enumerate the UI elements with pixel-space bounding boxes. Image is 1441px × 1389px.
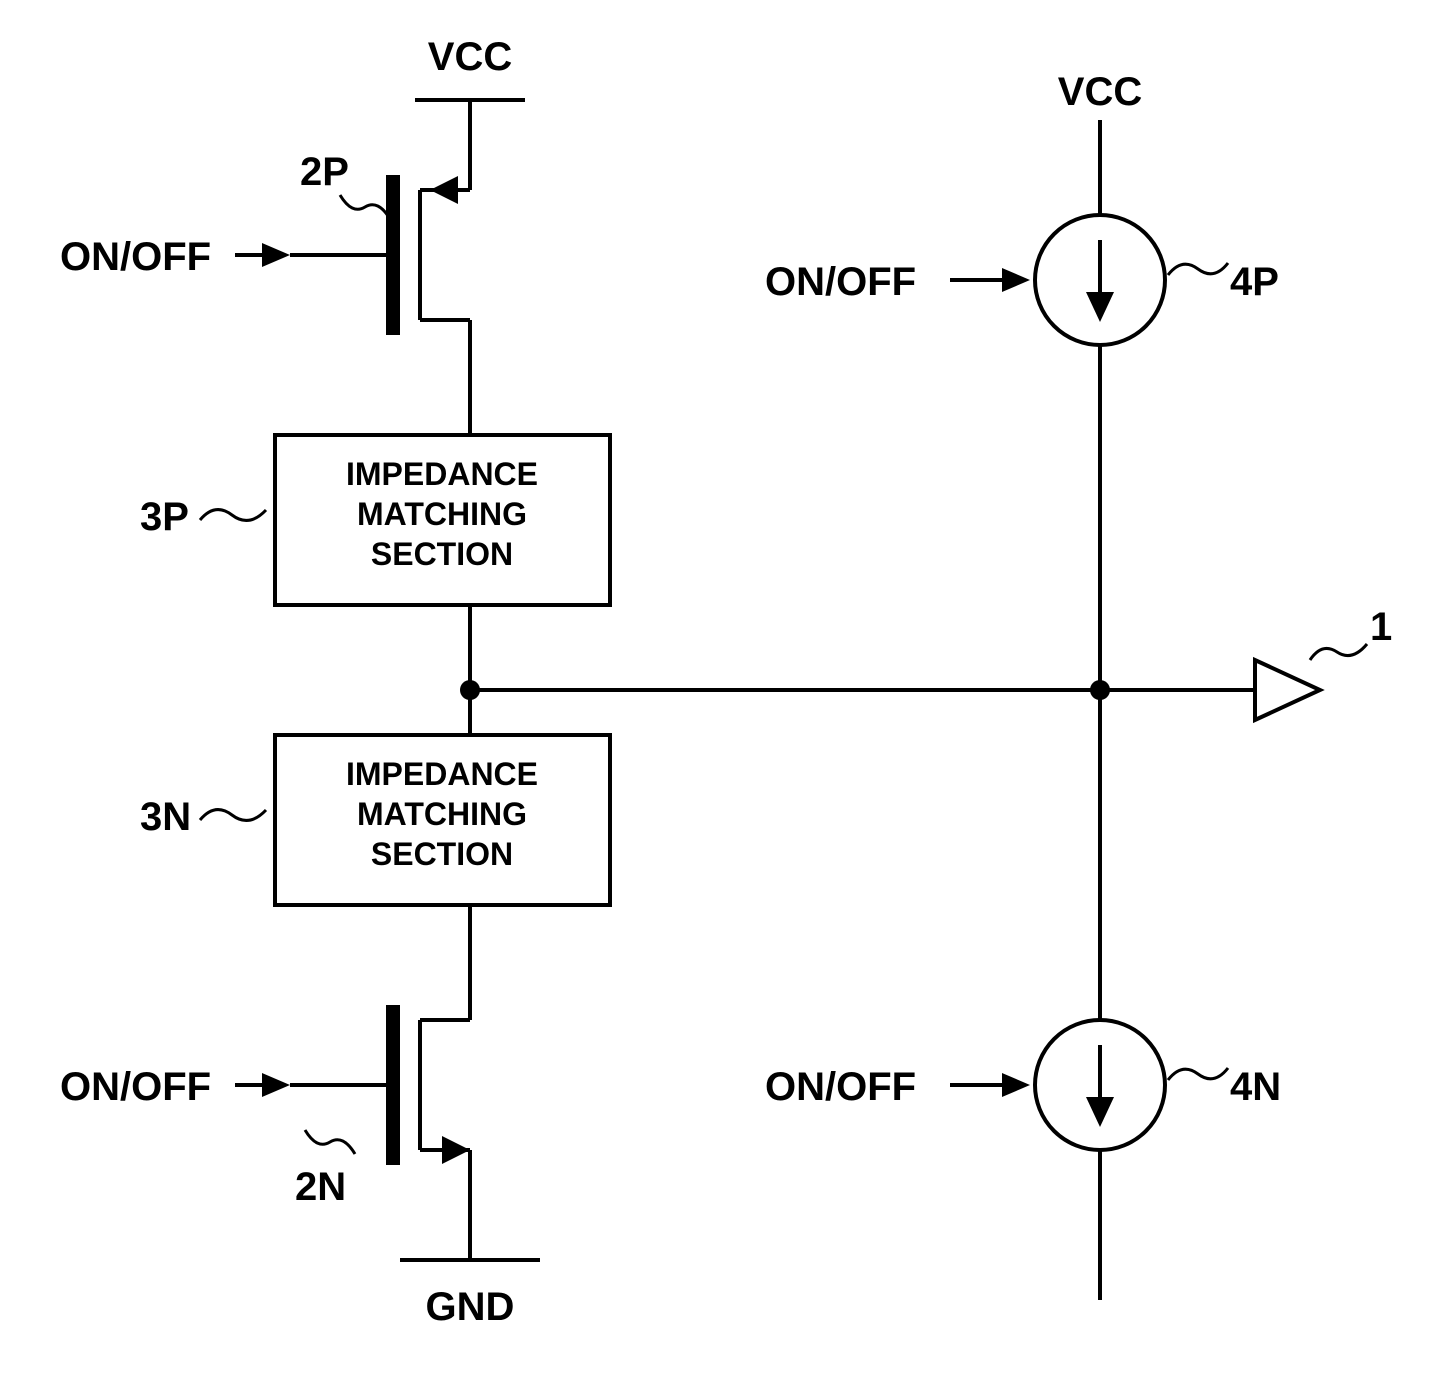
circuit-diagram: VCC 2P ON/OFF IMPEDANCE MATCHING SECTION… [0,0,1441,1389]
label-onoff-4p: ON/OFF [765,260,916,304]
ref-4p: 4P [1230,260,1279,304]
ref-2p: 2P [300,150,349,194]
transistor-2p [290,160,470,435]
box-3p-l2: MATCHING [357,496,527,532]
label-onoff-4n: ON/OFF [765,1065,916,1109]
box-3n-l1: IMPEDANCE [346,756,538,792]
ref-3p: 3P [140,495,189,539]
ref-2n: 2N [295,1165,346,1209]
ref-4n: 4N [1230,1065,1281,1109]
ref-3n: 3N [140,795,191,839]
box-3p-l1: IMPEDANCE [346,456,538,492]
current-source-4p [1035,215,1165,345]
transistor-2n [290,1005,470,1260]
label-onoff-2n: ON/OFF [60,1065,211,1109]
label-gnd: GND [426,1285,515,1329]
current-source-4n [1035,1020,1165,1150]
ref-1: 1 [1370,605,1392,649]
box-3p-l3: SECTION [371,536,513,572]
label-vcc-left: VCC [428,35,512,79]
box-3n-l3: SECTION [371,836,513,872]
buffer-1 [1255,660,1320,720]
label-onoff-2p: ON/OFF [60,235,211,279]
label-vcc-right: VCC [1058,70,1142,114]
box-3n-l2: MATCHING [357,796,527,832]
